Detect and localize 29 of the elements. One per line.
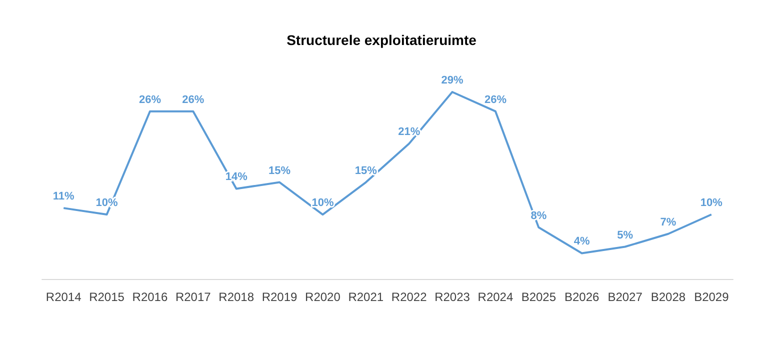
- x-tick-label: R2016: [132, 290, 168, 304]
- x-tick-label: R2024: [478, 290, 514, 304]
- x-tick-label: R2014: [46, 290, 82, 304]
- data-label: 7%: [660, 216, 676, 228]
- data-label: 10%: [700, 197, 723, 210]
- data-label: 4%: [574, 236, 590, 248]
- x-tick-label: B2029: [694, 290, 730, 304]
- x-tick-label: B2026: [564, 290, 600, 304]
- data-label: 26%: [182, 94, 204, 106]
- chart-title: Structurele exploitatieruimte: [286, 32, 477, 48]
- x-tick-label: B2025: [521, 290, 556, 304]
- data-label: 29%: [441, 74, 464, 86]
- x-tick-label: R2018: [218, 290, 254, 304]
- x-tick-label: R2023: [434, 290, 470, 304]
- data-label: 15%: [268, 164, 291, 177]
- x-tick-label: R2021: [348, 290, 384, 304]
- x-tick-label: R2015: [89, 290, 125, 304]
- data-label: 10%: [312, 197, 334, 210]
- data-label: 26%: [484, 94, 507, 106]
- x-tick-label: B2028: [650, 290, 686, 304]
- data-label: 5%: [617, 229, 634, 242]
- x-tick-label: R2017: [175, 290, 212, 304]
- data-label: 15%: [354, 164, 378, 177]
- x-tick-label: R2019: [262, 290, 298, 304]
- x-tick-label: R2020: [305, 290, 341, 304]
- data-label: 26%: [138, 94, 162, 106]
- data-label: 11%: [52, 190, 75, 203]
- x-tick-label: R2022: [391, 290, 428, 304]
- x-tick-label: B2027: [608, 290, 643, 304]
